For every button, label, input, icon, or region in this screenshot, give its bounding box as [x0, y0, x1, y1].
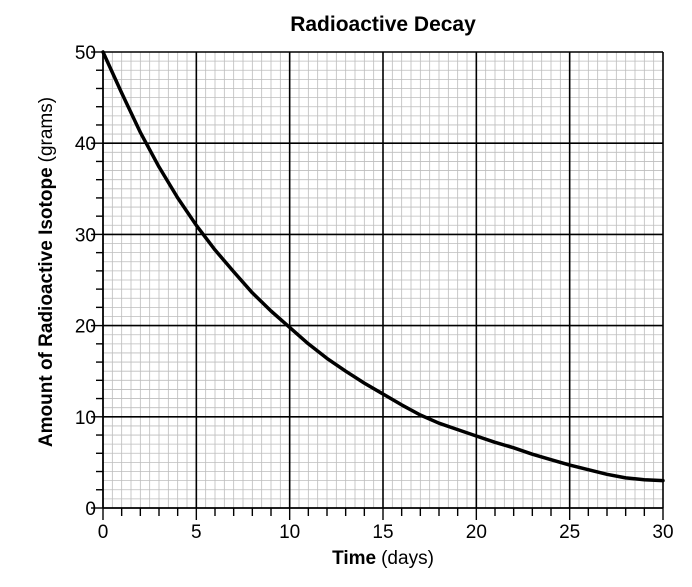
x-axis-label: Time (days) [332, 548, 434, 569]
axes [91, 51, 664, 520]
y-tick-label: 20 [75, 317, 96, 338]
x-tick-label: 25 [559, 522, 580, 543]
y-tick-label: 40 [75, 134, 96, 155]
x-tick-label: 20 [466, 522, 487, 543]
y-tick-label: 50 [75, 43, 96, 64]
decay-curve [101, 50, 665, 483]
chart-title: Radioactive Decay [290, 13, 476, 36]
x-tick-label: 10 [279, 522, 300, 543]
tick-labels: 0 5 10 15 20 25 30 0 10 20 30 40 50 [75, 43, 674, 543]
grid [103, 51, 664, 508]
x-tick-label: 30 [652, 522, 673, 543]
y-tick-label: 0 [85, 499, 96, 520]
x-tick-label: 0 [98, 522, 109, 543]
x-tick-label: 5 [191, 522, 202, 543]
y-tick-label: 10 [75, 408, 96, 429]
y-axis-label: Amount of Radioactive Isotope(grams) [36, 97, 57, 447]
x-tick-label: 15 [372, 522, 393, 543]
y-tick-label: 30 [75, 225, 96, 246]
